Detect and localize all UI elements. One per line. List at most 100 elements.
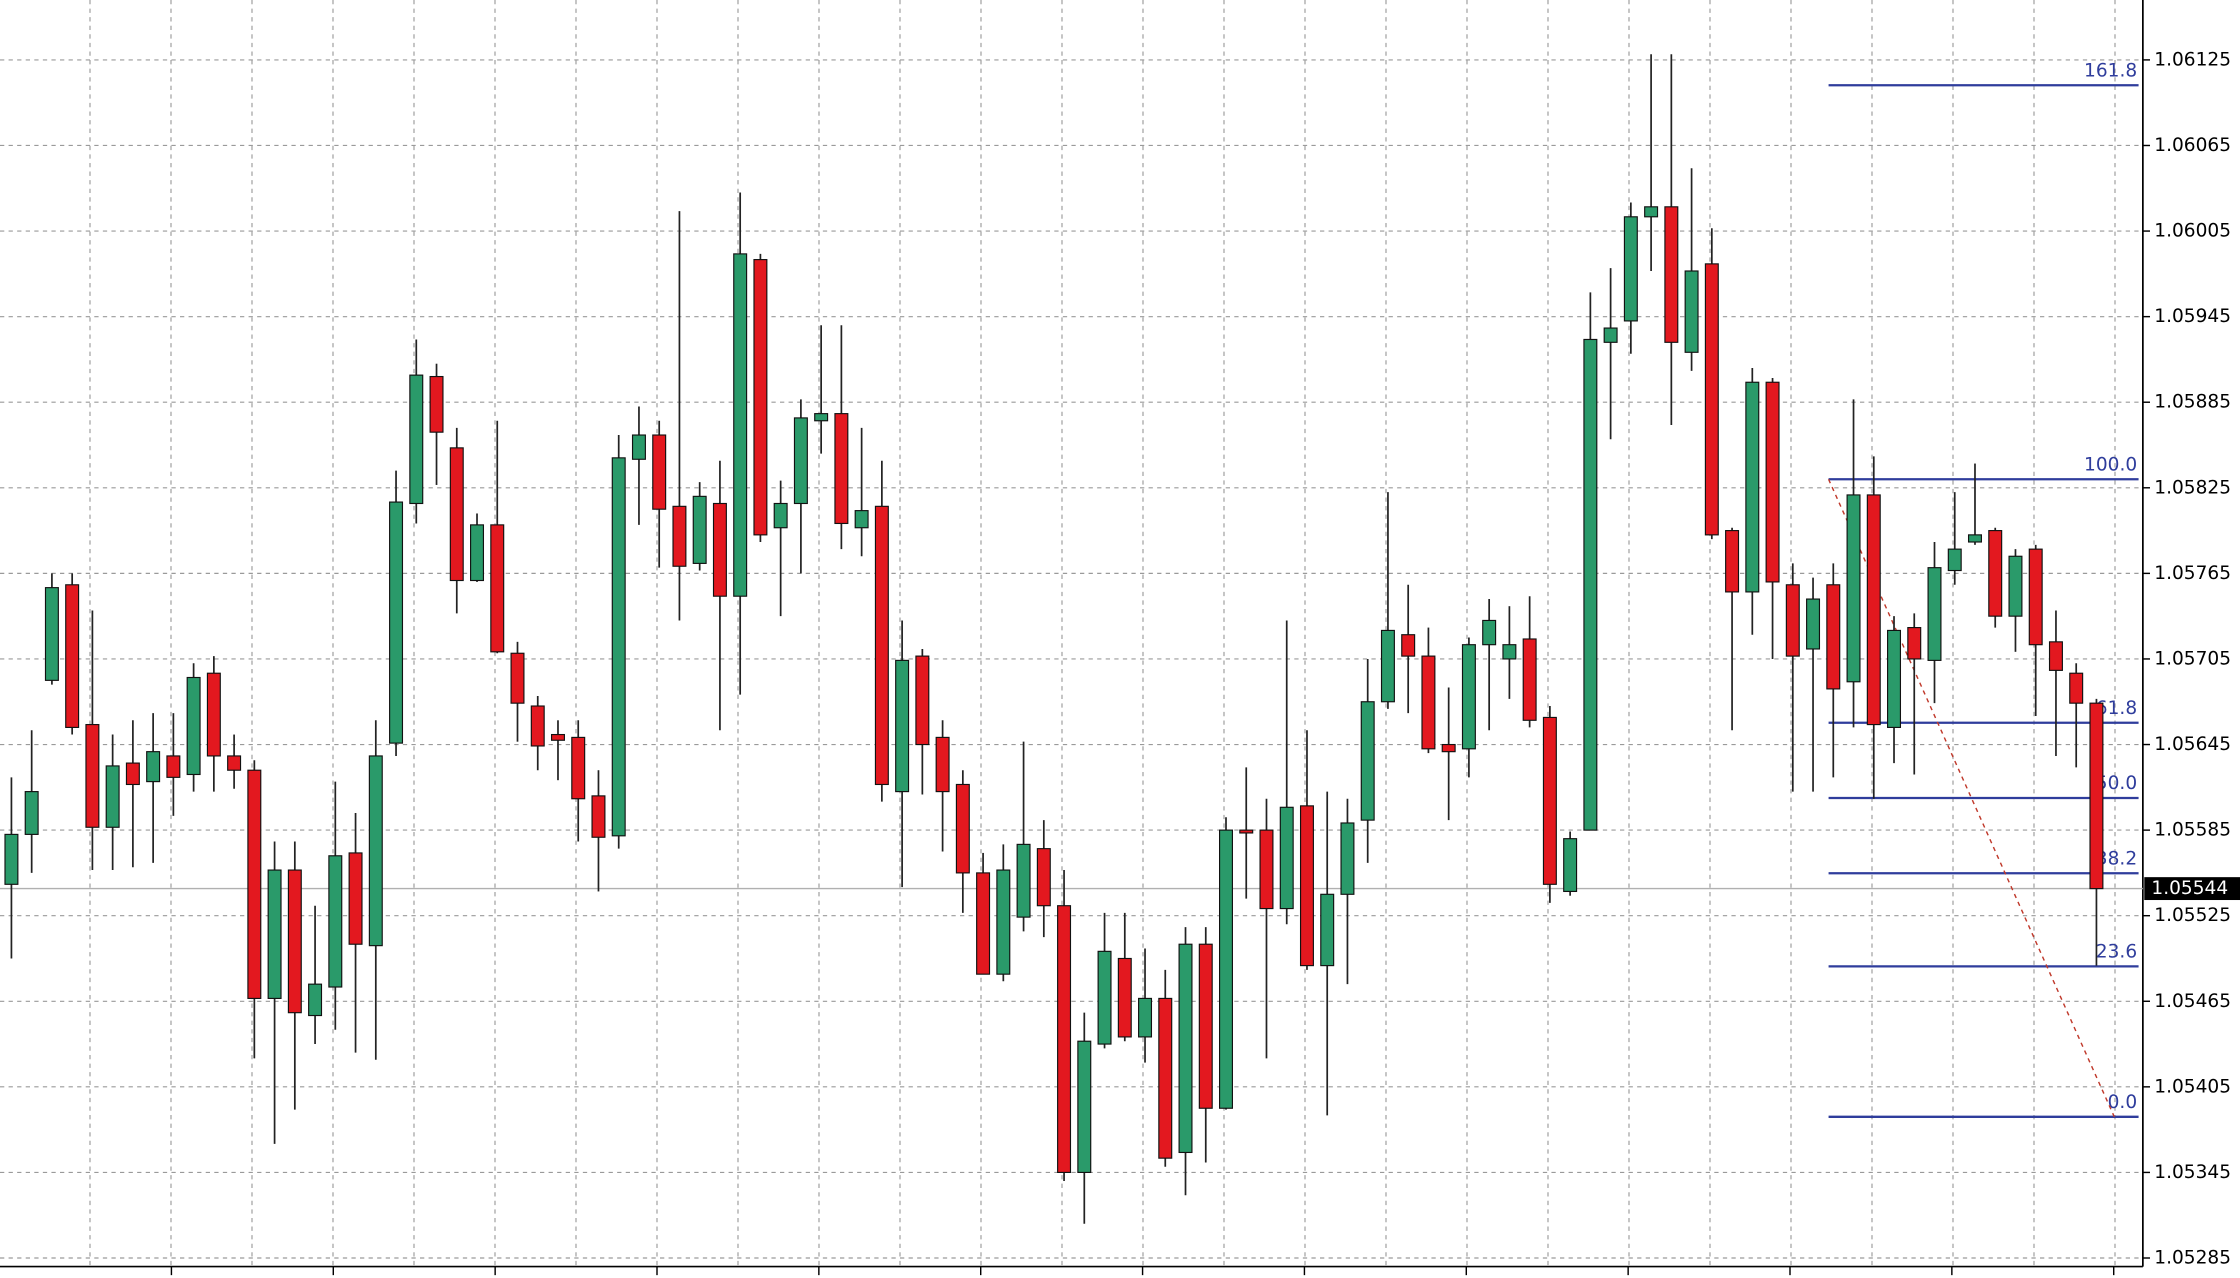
candle-body-up — [105, 765, 120, 828]
candle-body-up — [996, 869, 1011, 975]
y-tick-label: 1.05705 — [2154, 648, 2231, 669]
candle-body-up — [1644, 206, 1659, 218]
candle-body-down — [1401, 634, 1416, 657]
candle-body-up — [1846, 494, 1861, 683]
candle-body-up — [1603, 327, 1618, 343]
candle-body-down — [1664, 206, 1679, 343]
y-tick-label: 1.05525 — [2154, 905, 2231, 926]
y-tick-label: 1.06065 — [2154, 135, 2231, 156]
candle-body-down — [1765, 381, 1780, 583]
candle-body-up — [1219, 829, 1234, 1109]
candle-body-down — [2089, 702, 2104, 890]
candle-body-down — [834, 413, 849, 525]
candle-body-down — [490, 524, 505, 653]
candle-body-down — [1522, 638, 1537, 721]
candle-body-down — [1421, 655, 1436, 750]
candle-body-down — [1725, 530, 1740, 593]
candle-body-down — [591, 795, 606, 838]
candle-body-up — [186, 676, 201, 776]
candle-body-down — [287, 869, 302, 1014]
candle-body-up — [1684, 270, 1699, 353]
candle-body-up — [1320, 893, 1335, 967]
candle-body-up — [4, 833, 19, 885]
candle-body-up — [24, 791, 39, 835]
candle-body-down — [1542, 716, 1557, 885]
candle-body-up — [1380, 629, 1395, 703]
candle-body-down — [1988, 530, 2003, 617]
fibonacci-label: 0.0 — [2108, 1092, 2138, 1113]
candle-body-up — [1967, 534, 1982, 543]
candle-body-up — [1583, 338, 1598, 831]
candle-body-up — [1563, 838, 1578, 893]
candle-body-up — [409, 374, 424, 505]
candle-body-up — [44, 587, 59, 681]
candle-body-up — [1360, 701, 1375, 821]
candle-body-down — [449, 447, 464, 582]
candle-body-up — [267, 869, 282, 999]
y-tick-label: 1.05405 — [2154, 1076, 2231, 1097]
candle-body-down — [1057, 905, 1072, 1173]
candle-body-down — [65, 584, 80, 728]
candle-body-down — [550, 733, 565, 741]
current-price-box — [2144, 877, 2240, 901]
candle-body-down — [1036, 848, 1051, 907]
candle-body-down — [2028, 548, 2043, 646]
vertical-grid — [89, 0, 2116, 1267]
candle-body-down — [2069, 672, 2084, 704]
y-tick-label: 1.06125 — [2154, 49, 2231, 70]
candle-body-up — [1138, 997, 1153, 1038]
current-price-label: 1.05544 — [2151, 878, 2228, 899]
y-tick-label: 1.06005 — [2154, 221, 2231, 242]
candle-body-up — [1178, 943, 1193, 1154]
candle-body-up — [631, 434, 646, 460]
candle-body-down — [935, 736, 950, 793]
candle-body-down — [206, 672, 221, 757]
candle-body-up — [1887, 629, 1902, 728]
candle-body-up — [733, 253, 748, 597]
candle-body-down — [530, 705, 545, 747]
candle-body-up — [1097, 950, 1112, 1045]
candle-body-up — [1340, 822, 1355, 895]
y-tick-label: 1.05285 — [2154, 1248, 2231, 1269]
candle-body-down — [85, 723, 100, 828]
candle-body-down — [1198, 943, 1213, 1109]
candle-body-down — [166, 755, 181, 778]
y-tick-label: 1.05945 — [2154, 306, 2231, 327]
candle-body-up — [1016, 843, 1031, 918]
candle-body-down — [955, 783, 970, 874]
candle-body-down — [1158, 997, 1173, 1159]
candle-body-down — [429, 375, 444, 433]
candle-body-down — [712, 502, 727, 597]
candle-body-up — [692, 495, 707, 564]
fibonacci-label: 50.0 — [2096, 773, 2137, 794]
fibonacci-label: 61.8 — [2096, 698, 2137, 719]
candle-body-down — [915, 655, 930, 746]
y-tick-label: 1.05825 — [2154, 477, 2231, 498]
candle-body-up — [773, 502, 788, 529]
candle-body-down — [125, 762, 140, 786]
candle-body-down — [1907, 627, 1922, 660]
candle-body-up — [611, 457, 626, 837]
y-tick-label: 1.05585 — [2154, 820, 2231, 841]
fibonacci-label: 161.8 — [2084, 60, 2137, 81]
candle-body-down — [1239, 829, 1254, 834]
candle-body-up — [1927, 567, 1942, 661]
candle-body-up — [389, 501, 404, 744]
candle-body-down — [571, 736, 586, 800]
candle-body-down — [1826, 584, 1841, 690]
candle-body-up — [368, 755, 383, 947]
candle-body-down — [1785, 584, 1800, 657]
candle-body-down — [1441, 743, 1456, 753]
candle-body-up — [1502, 644, 1517, 660]
candle-body-up — [814, 413, 829, 422]
candle-body-up — [854, 510, 869, 529]
candle-body-up — [1482, 619, 1497, 646]
candle-body-down — [1866, 494, 1881, 726]
candle-body-down — [1259, 829, 1274, 910]
candle-body-up — [793, 417, 808, 505]
candle-body-down — [874, 505, 889, 786]
y-tick-label: 1.05345 — [2154, 1162, 2231, 1183]
